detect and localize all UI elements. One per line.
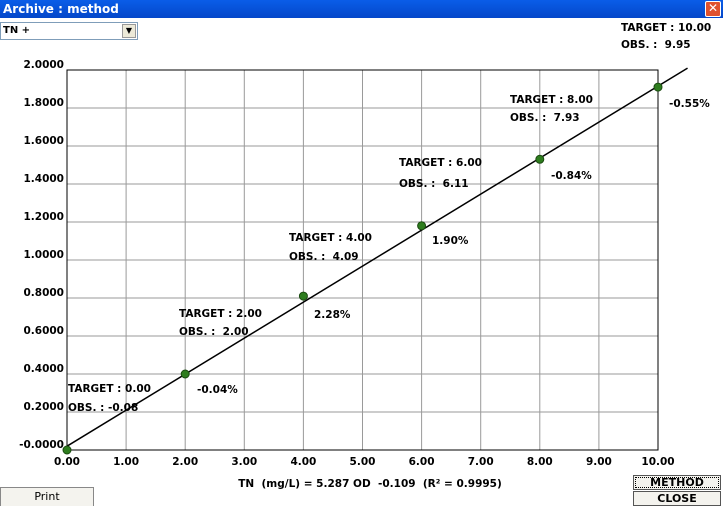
data-point [62,445,72,455]
target-label: TARGET : 4.00 [289,232,372,244]
method-button[interactable]: METHOD [633,475,721,490]
obs-label: OBS. : 2.00 [179,326,249,338]
dropdown-value: TN + [3,25,31,36]
y-tick-label: 1.8000 [23,97,64,109]
y-tick-label: 1.2000 [23,211,64,223]
y-tick-label: 1.4000 [23,173,64,185]
x-tick-label: 10.00 [641,456,674,468]
obs-label: OBS. : 7.93 [510,112,580,124]
obs-label: OBS. : 4.09 [289,251,359,263]
print-button[interactable]: Print [0,487,94,506]
item-dropdown[interactable]: TN + ▼ [0,22,138,40]
y-tick-label: 0.6000 [23,325,64,337]
close-window-button[interactable]: ✕ [705,1,721,17]
data-point [653,82,663,92]
x-tick-label: 4.00 [290,456,316,468]
obs-label: OBS. : 6.11 [399,178,469,190]
x-tick-label: 1.00 [113,456,139,468]
x-tick-label: 8.00 [527,456,553,468]
x-tick-label: 6.00 [409,456,435,468]
x-axis-label: TN (mg/L) = 5.287 OD -0.109 (R² = 0.9995… [238,478,502,490]
data-point [417,221,427,231]
target-label: TARGET : 6.00 [399,157,482,169]
y-tick-label: -0.0000 [19,439,64,451]
target-label: TARGET : 0.00 [68,383,151,395]
x-tick-label: 7.00 [468,456,494,468]
target-label: TARGET : 8.00 [510,94,593,106]
fit-line [66,67,688,447]
data-point [180,369,190,379]
error-label: -0.04% [197,384,238,396]
error-label: -0.84% [551,170,592,182]
x-tick-label: 3.00 [231,456,257,468]
data-point [535,154,545,164]
target-label: TARGET : 2.00 [179,308,262,320]
close-button[interactable]: CLOSE [633,491,721,506]
y-tick-label: 0.4000 [23,363,64,375]
y-tick-label: 0.2000 [23,401,64,413]
title-bar: Archive : method ✕ [0,0,723,18]
error-label: 1.90% [432,235,469,247]
x-tick-label: 0.00 [54,456,80,468]
error-label: -0.55% [669,98,710,110]
window-title: Archive : method [3,2,119,16]
y-tick-label: 1.6000 [23,135,64,147]
x-tick-label: 2.00 [172,456,198,468]
x-tick-label: 5.00 [350,456,376,468]
obs-label: OBS. : -0.08 [68,402,138,414]
error-label: 2.28% [314,309,351,321]
y-tick-label: 1.0000 [23,249,64,261]
target-label: TARGET : 10.00 [621,22,711,34]
plot-frame [66,69,659,451]
y-tick-label: 0.8000 [23,287,64,299]
obs-label: OBS. : 9.95 [621,39,691,51]
x-tick-label: 9.00 [586,456,612,468]
y-tick-label: 2.0000 [23,59,64,71]
dropdown-arrow[interactable]: ▼ [122,24,136,38]
data-point [298,291,308,301]
